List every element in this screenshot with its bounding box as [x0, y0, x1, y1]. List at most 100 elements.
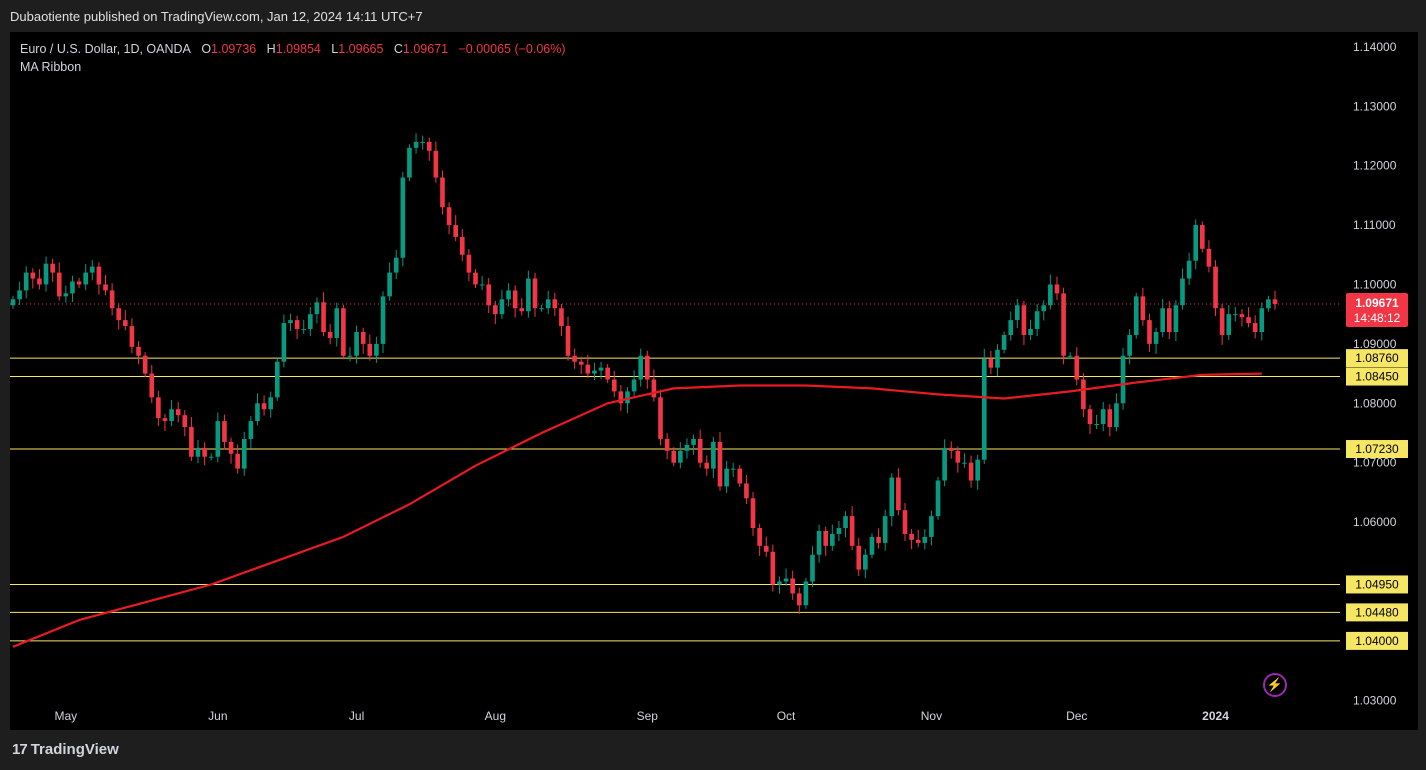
candle-body[interactable] [1028, 329, 1033, 335]
candle-body[interactable] [948, 447, 954, 451]
candle-body[interactable] [1259, 308, 1265, 332]
candle-body[interactable] [585, 364, 591, 374]
candle-body[interactable] [565, 326, 571, 356]
candle-body[interactable] [638, 355, 644, 380]
candle-body[interactable] [896, 477, 901, 511]
candle-body[interactable] [763, 545, 769, 552]
candle-body[interactable] [453, 225, 459, 237]
candle-body[interactable] [1153, 331, 1159, 344]
candle-body[interactable] [598, 367, 604, 371]
candle-body[interactable] [929, 516, 934, 537]
candle-body[interactable] [796, 593, 802, 606]
candle-body[interactable] [202, 447, 207, 457]
candle-body[interactable] [123, 320, 128, 327]
candle-body[interactable] [704, 462, 710, 469]
candle-body[interactable] [532, 278, 538, 309]
candle-body[interactable] [777, 581, 782, 585]
candle-body[interactable] [730, 468, 736, 470]
candle-body[interactable] [10, 299, 16, 306]
candle-body[interactable] [215, 421, 221, 457]
candle-body[interactable] [1094, 424, 1099, 426]
candle-body[interactable] [479, 284, 485, 286]
candle-body[interactable] [83, 272, 88, 285]
candle-body[interactable] [169, 409, 174, 422]
candle-body[interactable] [327, 331, 333, 338]
candle-body[interactable] [248, 421, 254, 439]
candle-body[interactable] [142, 355, 148, 374]
candle-body[interactable] [539, 308, 544, 310]
candle-body[interactable] [684, 444, 690, 451]
candle-body[interactable] [30, 272, 36, 279]
candle-body[interactable] [103, 284, 108, 291]
candle-body[interactable] [367, 343, 373, 356]
candle-body[interactable] [341, 308, 346, 356]
candle-body[interactable] [268, 397, 273, 410]
candle-body[interactable] [1140, 296, 1146, 321]
candle-body[interactable] [1147, 320, 1152, 344]
candle-body[interactable] [664, 438, 670, 451]
candle-body[interactable] [23, 272, 29, 291]
candle-body[interactable] [288, 320, 293, 324]
candle-body[interactable] [995, 349, 1000, 368]
flash-icon[interactable]: ⚡ [1263, 673, 1287, 697]
candle-body[interactable] [109, 290, 115, 309]
candle-body[interactable] [189, 427, 194, 457]
symbol-title[interactable]: Euro / U.S. Dollar, 1D, OANDA [20, 42, 191, 56]
candle-body[interactable] [149, 373, 155, 398]
candle-body[interactable] [823, 530, 829, 546]
candle-body[interactable] [156, 397, 161, 419]
candle-body[interactable] [1160, 308, 1165, 332]
candle-body[interactable] [962, 462, 967, 464]
candle-body[interactable] [605, 367, 610, 380]
candle-body[interactable] [803, 581, 809, 606]
candle-body[interactable] [915, 539, 921, 543]
candle-body[interactable] [922, 536, 928, 543]
candle-body[interactable] [552, 299, 558, 309]
candle-body[interactable] [1252, 323, 1258, 332]
candle-body[interactable] [1114, 403, 1119, 428]
candle-body[interactable] [1246, 317, 1251, 324]
candle-body[interactable] [426, 141, 432, 151]
candle-body[interactable] [136, 346, 141, 356]
candle-body[interactable] [129, 326, 135, 347]
candle-body[interactable] [76, 281, 82, 285]
candle-body[interactable] [70, 281, 75, 294]
candle-body[interactable] [301, 329, 307, 331]
candle-body[interactable] [195, 447, 201, 457]
chart-area[interactable]: 1.14000 1.13000 1.12000 1.11000 1.10000 1.090… [10, 32, 1418, 730]
candle-body[interactable] [572, 355, 577, 362]
candle-body[interactable] [691, 438, 696, 445]
candle-body[interactable] [334, 308, 340, 338]
candle-body[interactable] [1021, 305, 1027, 335]
candle-body[interactable] [869, 536, 875, 555]
candle-body[interactable] [889, 477, 895, 517]
candle-body[interactable] [863, 554, 868, 570]
candle-body[interactable] [1048, 284, 1053, 306]
candle-body[interactable] [407, 147, 412, 178]
candle-body[interactable] [783, 578, 789, 582]
candle-body[interactable] [876, 536, 881, 543]
candle-body[interactable] [255, 403, 260, 422]
candle-body[interactable] [1127, 334, 1132, 356]
candle-body[interactable] [17, 290, 22, 300]
candle-body[interactable] [1067, 355, 1073, 357]
price-chart[interactable]: 1.14000 1.13000 1.12000 1.11000 1.10000 1.090… [10, 32, 1418, 730]
candle-body[interactable] [1081, 379, 1086, 410]
candle-body[interactable] [843, 516, 848, 529]
candle-body[interactable] [1272, 299, 1278, 305]
candle-body[interactable] [63, 293, 69, 297]
candle-body[interactable] [274, 361, 280, 398]
candle-body[interactable] [321, 302, 326, 332]
candle-body[interactable] [545, 299, 551, 309]
candle-body[interactable] [559, 308, 564, 327]
candle-body[interactable] [658, 397, 663, 439]
candle-body[interactable] [737, 468, 743, 484]
candle-body[interactable] [162, 418, 168, 422]
candle-body[interactable] [96, 266, 102, 285]
candle-body[interactable] [856, 545, 862, 570]
candle-body[interactable] [1107, 409, 1113, 428]
candle-body[interactable] [493, 305, 498, 315]
candle-body[interactable] [1239, 314, 1245, 318]
candle-body[interactable] [829, 533, 835, 546]
candle-body[interactable] [717, 441, 723, 487]
